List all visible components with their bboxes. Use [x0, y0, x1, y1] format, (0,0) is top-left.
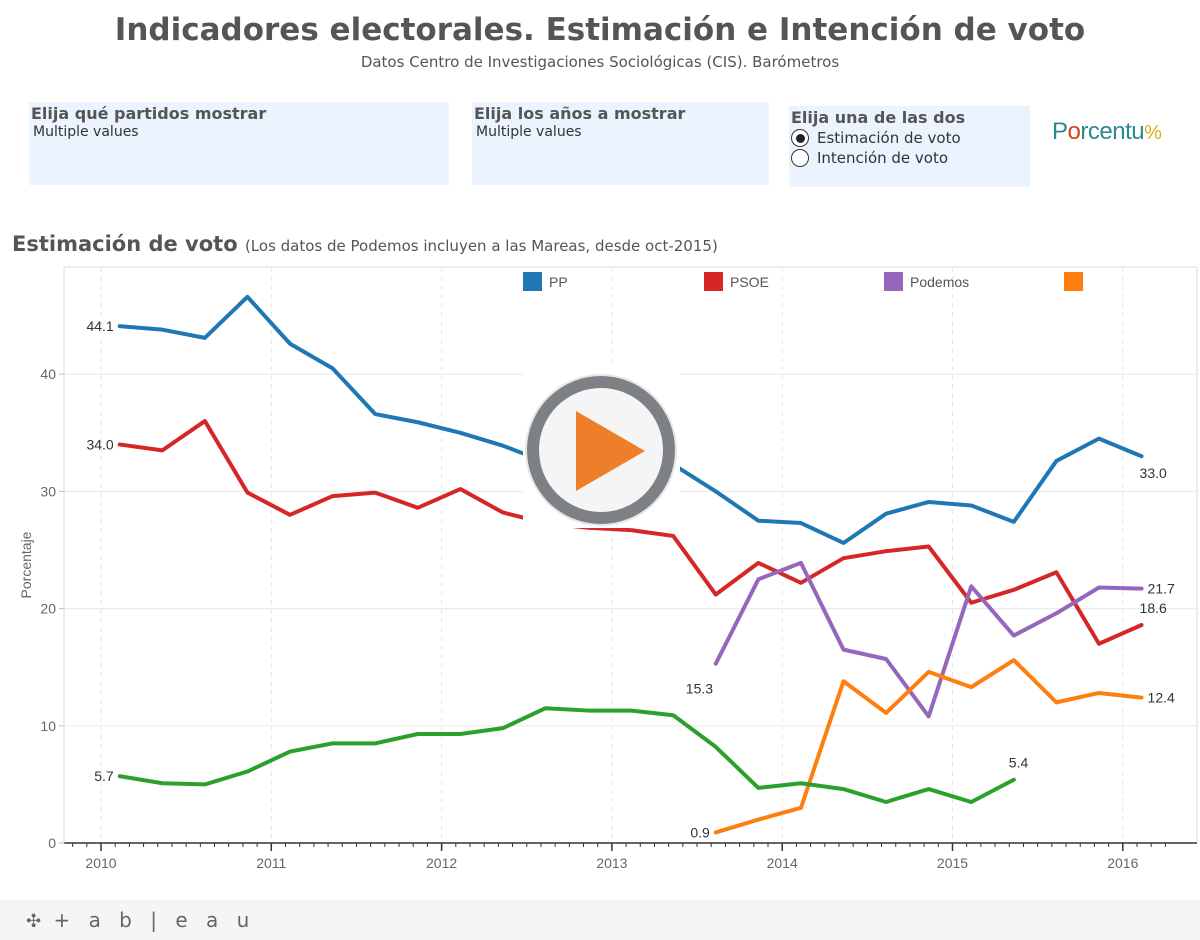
- x-tick-label: 2010: [85, 855, 116, 871]
- chart-heading: Estimación de voto (Los datos de Podemos…: [12, 232, 718, 256]
- line-series-3[interactable]: [713, 658, 1144, 835]
- axes: 0 10 20 30 40 2010 2011 2012 2013 2014 2015 2016 Por…: [18, 267, 1197, 871]
- legend-swatch-pp[interactable]: [523, 272, 542, 291]
- end-label-series-3: 12.4: [1148, 690, 1175, 706]
- radio-unselected-icon[interactable]: [791, 149, 809, 167]
- logo-text-o: o: [1067, 118, 1081, 145]
- play-overlay[interactable]: [523, 366, 680, 528]
- line-podemos[interactable]: [713, 560, 1144, 719]
- x-tick-label: 2015: [937, 855, 968, 871]
- x-tick-label: 2011: [256, 855, 286, 871]
- mode-filter-title: Elija una de las dos: [791, 108, 966, 127]
- end-label-pp: 33.0: [1140, 465, 1167, 481]
- dashboard-title: Indicadores electorales. Estimación e In…: [114, 12, 1086, 48]
- logo-text-p: P: [1052, 118, 1068, 145]
- year-filter-value[interactable]: Multiple values: [476, 124, 582, 140]
- legend-swatch-unnamed[interactable]: [1064, 272, 1083, 291]
- end-label-podemos: 21.7: [1148, 581, 1175, 597]
- y-tick-label: 30: [40, 483, 56, 499]
- x-tick-label: 2016: [1107, 855, 1138, 871]
- chart-heading-note: (Los datos de Podemos incluyen a las Mar…: [244, 237, 718, 255]
- start-label-series-3: 0.9: [690, 824, 710, 840]
- start-label-psoe: 34.0: [86, 437, 113, 453]
- footer-bar: [0, 900, 1200, 940]
- x-tick-label: 2012: [426, 855, 457, 871]
- y-tick-label: 10: [40, 718, 56, 734]
- x-tick-label: 2014: [767, 855, 798, 871]
- x-tick-label: 2013: [596, 855, 627, 871]
- end-label-psoe: 18.6: [1140, 600, 1167, 616]
- party-filter-title: Elija qué partidos mostrar: [31, 104, 267, 123]
- legend-swatch-psoe[interactable]: [704, 272, 723, 291]
- line-chart: 0 10 20 30 40 2010 2011 2012 2013 2014 2015 2016 Por…: [18, 266, 1198, 871]
- y-tick-label: 20: [40, 601, 56, 617]
- radio-estimacion[interactable]: Estimación de voto: [791, 129, 1030, 147]
- start-label-podemos: 15.3: [686, 681, 713, 697]
- radio-estimacion-label: Estimación de voto: [817, 129, 961, 147]
- tableau-brand[interactable]: ✣ + a b | e a u: [26, 908, 255, 932]
- dashboard-subtitle: Datos Centro de Investigaciones Sociológ…: [360, 53, 840, 71]
- porcentual-logo: Porcentu%: [1052, 118, 1162, 146]
- mode-filter: Elija una de las dos Estimación de voto …: [789, 106, 1030, 187]
- year-filter[interactable]: Elija los años a mostrar Multiple values: [472, 102, 769, 185]
- y-tick-label: 40: [40, 366, 56, 382]
- logo-percent-icon: %: [1144, 122, 1162, 144]
- series-lines: [117, 294, 1144, 835]
- start-label-iu: 5.7: [94, 768, 114, 784]
- tableau-wordmark: + a b | e a u: [53, 908, 256, 932]
- end-label-iu: 5.4: [1009, 755, 1029, 771]
- legend-label-psoe[interactable]: PSOE: [730, 274, 769, 290]
- party-filter[interactable]: Elija qué partidos mostrar Multiple valu…: [29, 102, 449, 185]
- radio-intencion[interactable]: Intención de voto: [791, 149, 1030, 167]
- y-axis-title: Porcentaje: [18, 531, 34, 598]
- legend-label-pp[interactable]: PP: [549, 274, 568, 290]
- tableau-logo-icon: ✣: [26, 911, 42, 932]
- logo-text-rest: rcentu: [1080, 118, 1145, 145]
- legend: PP PSOE Podemos: [523, 272, 1083, 291]
- party-filter-value[interactable]: Multiple values: [33, 124, 139, 140]
- y-tick-label: 0: [48, 835, 56, 851]
- radio-intencion-label: Intención de voto: [817, 149, 949, 167]
- year-filter-title: Elija los años a mostrar: [474, 104, 686, 123]
- start-label-pp: 44.1: [86, 318, 113, 334]
- play-icon[interactable]: [576, 411, 645, 491]
- chart-heading-title: Estimación de voto: [12, 232, 238, 256]
- line-psoe[interactable]: [117, 419, 1144, 646]
- data-labels: 44.1 33.0 34.0 18.6 15.3 21.7 0.9 12.4 5.7 5.4: [86, 318, 1175, 840]
- radio-selected-icon[interactable]: [791, 129, 809, 147]
- line-iu[interactable]: [117, 706, 1016, 804]
- legend-swatch-podemos[interactable]: [884, 272, 903, 291]
- legend-label-podemos[interactable]: Podemos: [910, 274, 969, 290]
